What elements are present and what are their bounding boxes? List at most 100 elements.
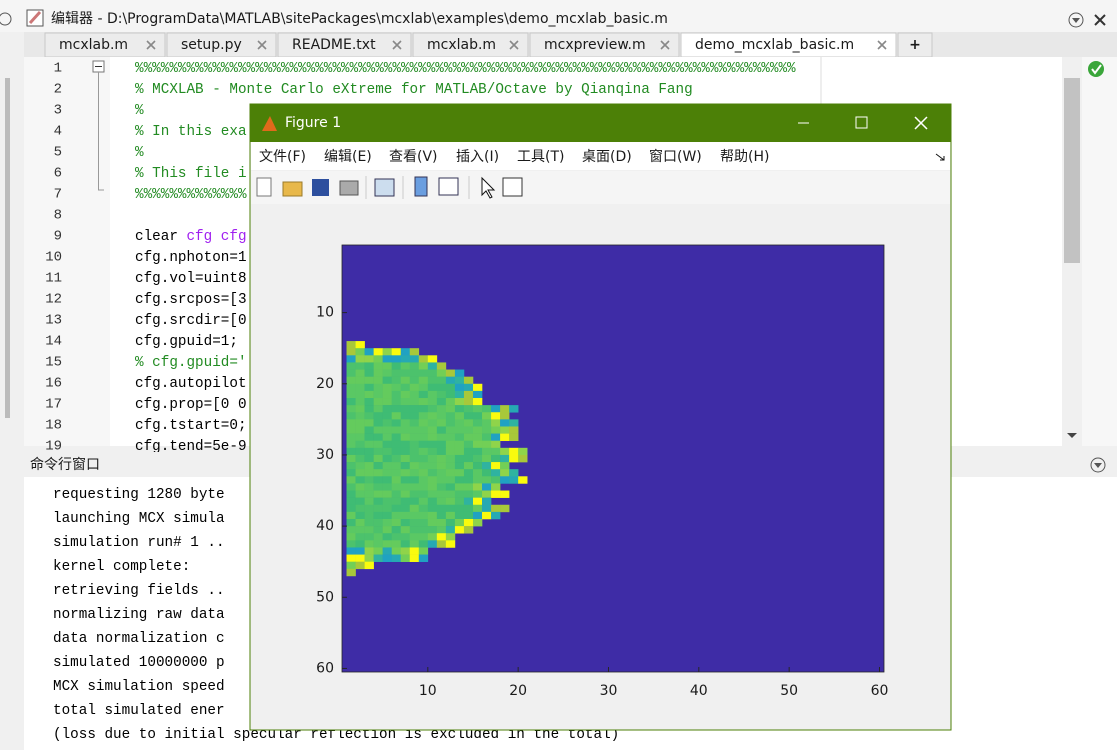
command-output: requesting 1280 byte launching MCX simula… (53, 487, 619, 743)
line-number: 8 (54, 208, 62, 224)
tab-label: demo_mcxlab_basic.m (695, 37, 854, 53)
tool-save[interactable] (312, 179, 329, 196)
fluence-cell (436, 383, 447, 392)
fluence-cell (427, 433, 438, 442)
fluence-cell (382, 405, 392, 413)
fluence-cell (436, 483, 447, 491)
fluence-cell (445, 469, 456, 477)
line-number: 3 (54, 103, 62, 119)
fluence-cell (346, 483, 356, 491)
fluence-cell (409, 419, 420, 427)
tool-new[interactable] (256, 177, 272, 197)
menu-item[interactable]: 工具(T) (517, 149, 564, 165)
fluence-cell (355, 454, 365, 463)
menu-item[interactable]: 窗口(W) (649, 148, 702, 165)
fluence-cell (373, 355, 383, 363)
menu-item[interactable]: 编辑(E) (324, 149, 372, 165)
menu-item[interactable]: 帮助(H) (720, 149, 769, 165)
line-number: 16 (45, 376, 62, 392)
fluence-cell (400, 355, 411, 363)
fluence-cell (454, 383, 465, 392)
fluence-cell (355, 447, 365, 456)
figure-icon (262, 116, 277, 131)
y-tick-label: 30 (316, 447, 334, 463)
tab[interactable] (412, 32, 529, 58)
fluence-cell (355, 518, 365, 527)
menu-item[interactable]: 文件(F) (259, 149, 306, 165)
left-menu-button[interactable] (0, 12, 12, 26)
fluence-cell (400, 390, 411, 399)
tab[interactable] (277, 32, 412, 58)
fluence-cell (409, 355, 420, 363)
fluence-cell (409, 547, 420, 555)
tool-property[interactable] (502, 177, 523, 197)
fluence-cell (463, 398, 474, 406)
fluence-cell (482, 412, 492, 420)
menubar-dock[interactable] (935, 153, 945, 161)
fluence-cell (445, 447, 456, 456)
fluence-cell (409, 369, 420, 377)
fluence-cell (382, 547, 392, 555)
fluence-cell (373, 447, 383, 456)
tab-close[interactable] (392, 40, 402, 50)
fluence-cell (427, 419, 438, 427)
fluence-cell (427, 497, 438, 506)
tool-print[interactable] (339, 180, 359, 196)
tab-close[interactable] (660, 40, 670, 50)
fluence-cell (409, 462, 420, 470)
fluence-cell (346, 518, 356, 527)
fluence-cell (463, 433, 474, 442)
tool-open[interactable] (282, 181, 303, 197)
code-line: %%%%%%%%%%%%% (135, 187, 247, 203)
tool-legend[interactable] (438, 177, 459, 196)
editor-close[interactable] (1094, 14, 1106, 26)
fluence-cell (445, 383, 456, 392)
fluence-cell (373, 476, 383, 484)
fluence-cell (418, 433, 429, 442)
fluence-cell (382, 518, 392, 527)
fluence-cell (436, 362, 447, 370)
tab-label: mcxlab.m (59, 37, 128, 53)
fluence-cell (418, 426, 429, 434)
tool-colorbar[interactable] (414, 176, 428, 197)
tab[interactable] (529, 32, 680, 58)
fluence-cell (355, 526, 365, 534)
tab-close[interactable] (509, 40, 519, 50)
command-menu-button[interactable] (1090, 457, 1106, 473)
fluence-cell (391, 390, 402, 399)
tool-link[interactable] (374, 178, 395, 197)
fluence-cell (445, 497, 456, 506)
code-line: % cfg.gpuid=' (135, 355, 247, 371)
fluence-cell (400, 398, 411, 406)
fluence-cell (463, 462, 474, 470)
tab[interactable] (166, 32, 277, 58)
editor-status-strip (1082, 57, 1117, 446)
fluence-cell (382, 398, 392, 406)
fluence-cell (463, 383, 474, 392)
scroll-down[interactable] (1067, 433, 1077, 438)
figure-close[interactable] (914, 116, 928, 130)
fluence-cell (472, 412, 483, 420)
fluence-cell (355, 362, 365, 370)
menu-item[interactable]: 插入(I) (456, 149, 499, 165)
tool-pointer[interactable] (481, 176, 496, 199)
fluence-cell (355, 469, 365, 477)
fluence-cell (373, 511, 383, 520)
fluence-cell (391, 348, 402, 356)
tab[interactable] (680, 32, 897, 58)
menu-item[interactable]: 查看(V) (389, 149, 438, 165)
fluence-cell (391, 547, 402, 555)
tab-close[interactable] (877, 40, 887, 50)
left-scrollbar[interactable] (5, 78, 10, 418)
fluence-cell (418, 447, 429, 456)
menu-item[interactable]: 桌面(D) (582, 149, 632, 165)
fluence-cell (346, 376, 356, 385)
fluence-cell (364, 419, 374, 427)
tab-close[interactable] (146, 40, 156, 50)
tab-close[interactable] (257, 40, 267, 50)
editor-menu-button[interactable] (1068, 12, 1084, 28)
editor-scroll-thumb[interactable] (1064, 78, 1080, 263)
fluence-cell (409, 504, 420, 513)
fluence-cell (418, 462, 429, 470)
figure-maximize[interactable] (855, 116, 868, 129)
